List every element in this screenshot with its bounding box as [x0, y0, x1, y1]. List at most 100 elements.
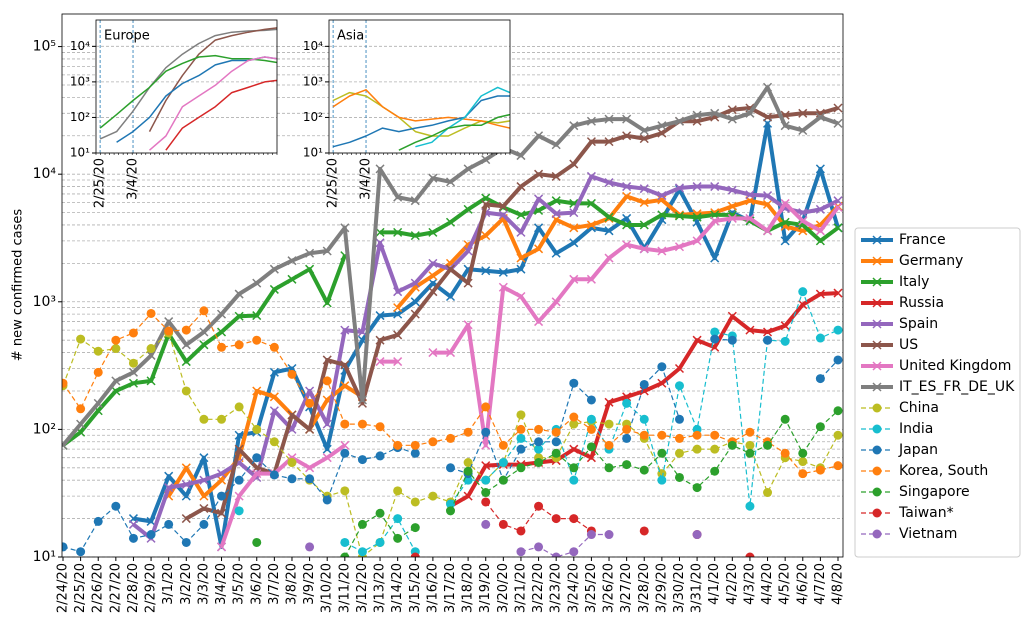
point-marker	[128, 519, 138, 529]
x-tick-label: 3/6/20	[249, 563, 264, 605]
point-marker	[322, 453, 332, 463]
point-marker	[234, 311, 244, 321]
point-marker	[463, 164, 473, 174]
legend-label: US	[899, 337, 918, 353]
x-tick-label: 2/25/20	[326, 158, 341, 208]
point-marker	[657, 378, 667, 388]
point-marker	[674, 381, 684, 391]
point-marker	[815, 374, 825, 384]
point-marker	[727, 185, 737, 195]
legend-label: Germany	[899, 253, 963, 269]
point-marker	[674, 414, 684, 424]
point-marker	[393, 486, 403, 496]
point-marker	[622, 213, 632, 223]
point-marker	[269, 264, 279, 274]
legend-label: Japan	[898, 442, 938, 458]
legend-marker	[872, 403, 882, 413]
point-marker	[815, 112, 825, 122]
point-marker	[569, 514, 579, 524]
point-marker	[216, 469, 227, 479]
point-marker	[181, 340, 191, 350]
point-marker	[393, 440, 403, 450]
point-marker	[357, 419, 367, 429]
point-marker	[710, 430, 720, 440]
x-tick-label: 3/21/20	[513, 563, 528, 613]
point-marker	[710, 444, 720, 454]
point-marker	[833, 461, 843, 471]
series-group	[332, 86, 510, 151]
x-tick-label: 3/13/20	[373, 563, 388, 613]
point-marker	[639, 414, 649, 424]
series-line	[99, 54, 277, 129]
point-marker	[199, 306, 209, 316]
point-marker	[322, 444, 332, 454]
point-marker	[481, 402, 491, 412]
plot-frame	[95, 19, 278, 154]
point-marker	[111, 501, 121, 511]
point-marker	[534, 223, 544, 233]
series-line	[344, 512, 416, 557]
point-marker	[692, 530, 702, 540]
legend-label: United Kingdom	[899, 358, 1011, 374]
point-marker	[305, 248, 315, 258]
legend-marker	[872, 319, 882, 329]
point-marker	[234, 289, 244, 299]
point-marker	[445, 177, 456, 187]
point-marker	[393, 330, 403, 340]
x-tick-label: 3/11/20	[337, 563, 352, 613]
point-marker	[252, 469, 262, 479]
point-marker	[164, 519, 174, 529]
point-marker	[62, 378, 68, 388]
point-marker	[674, 116, 685, 126]
point-marker	[727, 311, 737, 321]
point-marker	[410, 231, 420, 241]
y-tick-label: 10⁴	[33, 166, 57, 182]
y-tick-label: 10⁴	[303, 39, 323, 53]
point-marker	[375, 227, 385, 237]
point-marker	[569, 475, 579, 485]
point-marker	[622, 182, 632, 192]
point-marker	[534, 437, 544, 447]
point-marker	[586, 395, 596, 405]
point-marker	[657, 448, 667, 458]
point-marker	[128, 533, 138, 543]
point-marker	[252, 453, 262, 463]
point-marker	[604, 178, 614, 188]
point-marker	[269, 392, 279, 402]
legend-label: Russia	[899, 295, 944, 311]
point-marker	[481, 199, 491, 209]
point-marker	[410, 278, 420, 288]
point-marker	[428, 271, 438, 281]
x-tick-label: 4/1/20	[707, 563, 722, 605]
point-marker	[657, 362, 667, 372]
point-marker	[798, 469, 808, 479]
point-marker	[833, 325, 843, 335]
point-marker	[111, 344, 121, 354]
point-marker	[586, 530, 596, 540]
legend-marker	[872, 235, 882, 245]
point-marker	[128, 378, 138, 388]
point-marker	[657, 121, 667, 131]
point-marker	[692, 212, 702, 222]
point-marker	[833, 406, 843, 416]
point-marker	[551, 209, 561, 219]
y-tick-label: 10²	[33, 421, 56, 437]
point-marker	[763, 191, 773, 201]
point-marker	[727, 105, 737, 115]
point-marker	[639, 197, 649, 208]
point-marker	[692, 182, 702, 192]
point-marker	[604, 137, 614, 147]
point-marker	[763, 199, 773, 209]
point-marker	[252, 424, 262, 434]
x-tick-label: 3/18/20	[461, 563, 476, 613]
point-marker	[534, 194, 544, 204]
point-marker	[639, 386, 649, 396]
point-marker	[340, 440, 350, 450]
point-marker	[622, 114, 632, 124]
point-marker	[463, 458, 473, 468]
point-marker	[216, 309, 227, 319]
point-marker	[833, 430, 843, 440]
x-tick-label: 4/7/20	[813, 563, 828, 605]
point-marker	[111, 376, 121, 386]
point-marker	[798, 287, 808, 297]
